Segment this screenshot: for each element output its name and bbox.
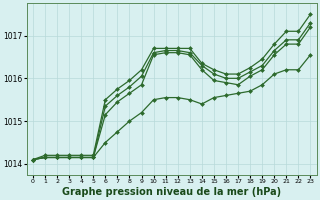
X-axis label: Graphe pression niveau de la mer (hPa): Graphe pression niveau de la mer (hPa)	[62, 187, 281, 197]
